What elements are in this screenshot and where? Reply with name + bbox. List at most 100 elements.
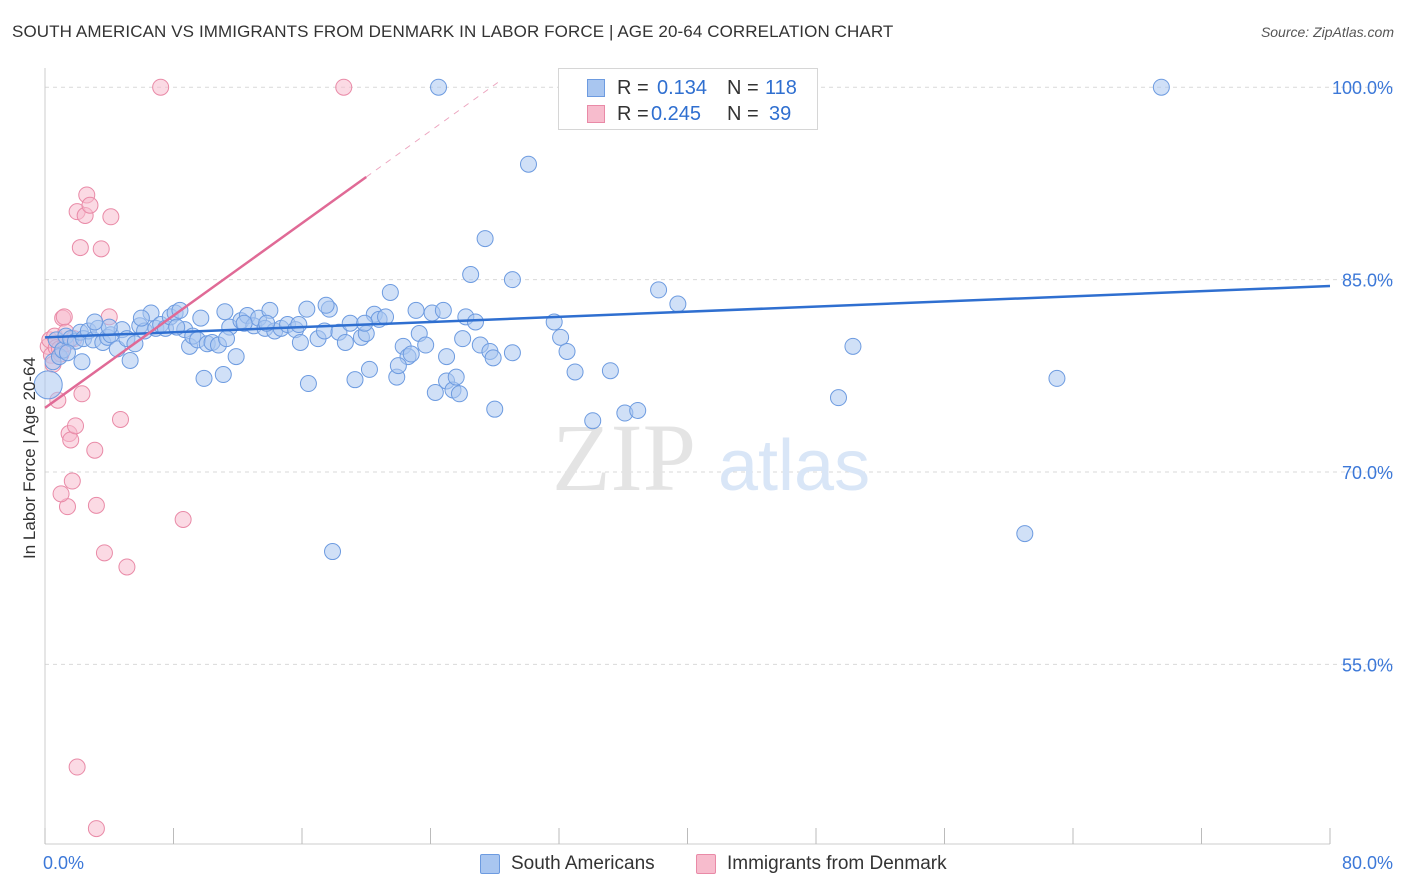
y-axis-label: In Labor Force | Age 20-64	[20, 357, 39, 559]
south-american-point	[195, 369, 213, 387]
south-american-point	[584, 412, 602, 430]
south-american-point	[121, 351, 139, 369]
south-american-point	[1016, 525, 1034, 543]
south-american-point	[484, 349, 502, 367]
south-american-point	[417, 336, 435, 354]
denmark-point	[335, 78, 353, 96]
south-american-point	[381, 283, 399, 301]
denmark-point	[118, 558, 136, 576]
denmark-trend-line	[44, 176, 367, 409]
south-american-point	[450, 385, 468, 403]
x-tick-label: 0.0%	[43, 853, 84, 873]
south-american-point	[86, 313, 104, 331]
denmark-point	[81, 196, 99, 214]
legend-label-south-americans: South Americans	[511, 853, 655, 874]
legend-n-value: 118	[765, 77, 797, 99]
south-american-point	[1048, 369, 1066, 387]
south-american-point	[192, 309, 210, 327]
south-american-point	[503, 344, 521, 362]
denmark-point	[71, 239, 89, 257]
denmark-point	[174, 510, 192, 528]
south-american-point	[291, 333, 309, 351]
denmark-point	[86, 441, 104, 459]
south-american-point	[132, 309, 150, 327]
south-american-point	[454, 330, 472, 348]
south-american-point	[426, 384, 444, 402]
y-tick-label: 100.0%	[1332, 78, 1393, 98]
south-american-point	[519, 155, 537, 173]
denmark-point	[87, 496, 105, 514]
denmark-point	[111, 410, 129, 428]
south-american-point	[290, 316, 308, 334]
south-american-point	[466, 313, 484, 331]
watermark-atlas: atlas	[718, 426, 870, 506]
south-american-point	[558, 342, 576, 360]
legend-row-immigrants-from-denmark: R = 0.245 N = 39	[559, 101, 817, 129]
x-tick-label: 80.0%	[1342, 853, 1393, 873]
legend-r-label: R =	[617, 77, 649, 99]
legend-swatch-south-americans	[480, 854, 500, 874]
south-american-point	[447, 368, 465, 386]
south-american-point	[407, 301, 425, 319]
south-american-point	[298, 300, 316, 318]
y-tick-label: 85.0%	[1342, 271, 1393, 291]
south-american-point	[438, 348, 456, 366]
legend-label-immigrants-from-denmark: Immigrants from Denmark	[727, 853, 947, 874]
legend-n-label: N =	[727, 103, 759, 125]
legend-swatch-immigrants-from-denmark	[696, 854, 716, 874]
south-american-point	[33, 370, 63, 400]
south-american-point	[601, 362, 619, 380]
south-american-point	[336, 333, 354, 351]
south-american-point	[552, 328, 570, 346]
south-american-point	[476, 230, 494, 248]
x-tick-labels: 0.0% 80.0%	[43, 853, 1393, 873]
south-american-point	[317, 296, 335, 314]
denmark-point	[92, 240, 110, 258]
y-tick-labels: 55.0% 70.0% 85.0% 100.0%	[1332, 78, 1393, 675]
legend-n-value: 39	[769, 103, 792, 125]
south-american-point	[434, 301, 452, 319]
denmark-point	[52, 485, 70, 503]
axes	[44, 68, 1331, 845]
south-american-point	[669, 295, 687, 313]
south-american-point	[503, 271, 521, 289]
south-american-point	[650, 281, 668, 299]
denmark-point	[68, 758, 86, 776]
south-american-point	[100, 318, 118, 336]
south-american-point	[73, 353, 91, 371]
legend-r-value: 0.134	[657, 77, 708, 99]
south-american-point	[299, 375, 317, 393]
legend-n-label: N =	[727, 77, 759, 99]
south-american-point	[346, 371, 364, 389]
denmark-point	[152, 78, 170, 96]
south-american-point	[1152, 78, 1170, 96]
south-american-point	[566, 363, 584, 381]
gridlines	[45, 86, 1395, 665]
y-tick-label: 70.0%	[1342, 463, 1393, 483]
denmark-point	[67, 417, 85, 435]
south-american-point	[462, 266, 480, 284]
chart-title: SOUTH AMERICAN VS IMMIGRANTS FROM DENMAR…	[12, 22, 894, 41]
y-tick-label: 55.0%	[1342, 655, 1393, 675]
denmark-point	[62, 431, 80, 449]
south-american-point	[227, 348, 245, 366]
south-american-point	[341, 314, 359, 332]
denmark-point	[55, 308, 73, 326]
south-american-point	[360, 360, 378, 378]
south-american-point	[430, 78, 448, 96]
denmark-point	[63, 472, 81, 490]
denmark-trend-extension	[365, 80, 501, 178]
denmark-point	[95, 544, 113, 562]
legend-swatch-pink	[587, 105, 605, 123]
south-american-point	[844, 337, 862, 355]
south-american-point	[629, 401, 647, 419]
legend-swatch-blue	[587, 79, 605, 97]
legend-row-south-americans: R = 0.134 N = 118	[559, 75, 817, 103]
denmark-point	[87, 820, 105, 838]
legend-r-label: R =	[617, 103, 649, 125]
south-american-point	[486, 400, 504, 418]
south-americans-trend-line	[44, 284, 1331, 339]
south-american-point	[402, 345, 420, 363]
legend-r-value: 0.245	[651, 103, 702, 125]
